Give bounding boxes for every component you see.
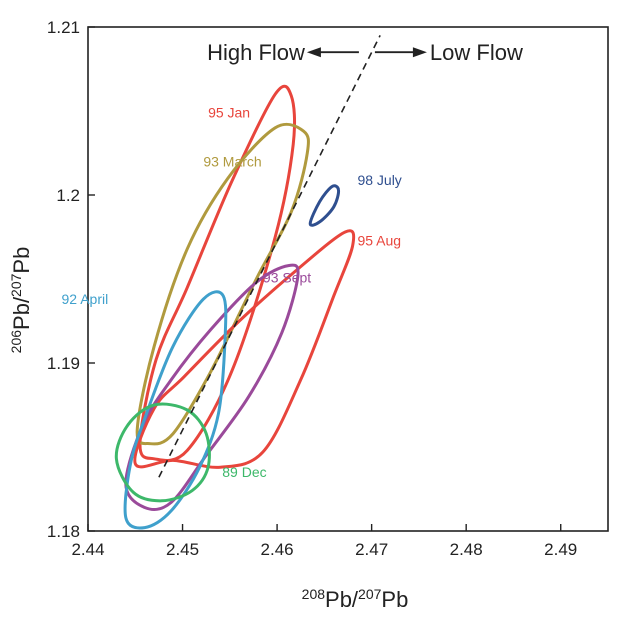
series-label-95-aug: 95 Aug	[357, 232, 401, 248]
x-tick-label: 2.49	[544, 540, 577, 559]
series-label-98-july: 98 July	[357, 172, 401, 188]
right-arrow-head-icon	[412, 47, 427, 58]
series-label-93-sept: 93 Sept	[263, 269, 311, 285]
x-axis-title-pb: Pb/	[325, 587, 359, 612]
contour-group	[114, 84, 356, 530]
contour-95-aug	[133, 229, 356, 469]
series-label-group: 95 Jan 93 March 98 July 95 Aug 93 Sept 92 Apr…	[62, 105, 402, 481]
series-label-92-april: 92 April	[62, 291, 109, 307]
x-tick-label: 2.44	[71, 540, 104, 559]
y-axis-ticks: 1.18 1.19 1.2 1.21	[47, 18, 95, 541]
x-axis-title-pb2: Pb	[381, 587, 408, 612]
x-axis-title-sup-207: 207	[358, 586, 382, 602]
series-label-95-jan: 95 Jan	[208, 105, 250, 121]
contour-95-jan	[138, 84, 297, 462]
x-axis-title: 208Pb/207Pb	[302, 586, 409, 612]
plot-area: 95 Jan 93 March 98 July 95 Aug 93 Sept 92 Apr…	[62, 26, 609, 532]
x-tick-label: 2.46	[261, 540, 294, 559]
contour-89-dec	[114, 402, 211, 503]
left-arrow-head-icon	[306, 47, 321, 58]
low-flow-label: Low Flow	[430, 40, 523, 65]
contour-92-april	[123, 290, 228, 530]
y-tick-label: 1.21	[47, 18, 80, 37]
contour-93-march	[135, 122, 310, 446]
plot-frame	[87, 26, 609, 532]
contour-93-sept	[124, 263, 300, 512]
series-label-93-march: 93 March	[203, 153, 261, 169]
y-axis-title-sup-206: 206	[8, 330, 24, 354]
series-label-89-dec: 89 Dec	[222, 464, 266, 480]
x-tick-label: 2.47	[355, 540, 388, 559]
flow-divider-dashed-line	[158, 35, 381, 478]
y-tick-label: 1.18	[47, 522, 80, 541]
y-tick-label: 1.2	[56, 186, 80, 205]
x-tick-label: 2.45	[166, 540, 199, 559]
y-tick-label: 1.19	[47, 354, 80, 373]
high-flow-label: High Flow	[207, 40, 305, 65]
flow-annotation: High Flow Low Flow	[207, 40, 523, 65]
y-axis-title-pb: Pb/	[9, 296, 34, 330]
x-tick-label: 2.48	[450, 540, 483, 559]
contour-98-july	[308, 184, 341, 227]
x-axis-ticks: 2.44 2.45 2.46 2.47 2.48 2.49	[71, 524, 577, 559]
y-axis-title-pb2: Pb	[9, 247, 34, 274]
y-axis-title-sup-207: 207	[8, 273, 24, 297]
x-axis-title-sup-208: 208	[302, 586, 326, 602]
y-axis-title: 206Pb/207Pb	[8, 247, 34, 354]
